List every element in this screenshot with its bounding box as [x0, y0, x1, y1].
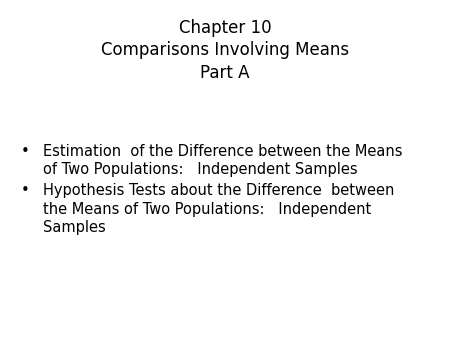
- Text: Hypothesis Tests about the Difference  between
the Means of Two Populations:   I: Hypothesis Tests about the Difference be…: [43, 183, 394, 236]
- Text: •: •: [20, 144, 29, 159]
- Text: •: •: [20, 183, 29, 198]
- Text: Estimation  of the Difference between the Means
of Two Populations:   Independen: Estimation of the Difference between the…: [43, 144, 402, 177]
- Text: Chapter 10
Comparisons Involving Means
Part A: Chapter 10 Comparisons Involving Means P…: [101, 19, 349, 82]
